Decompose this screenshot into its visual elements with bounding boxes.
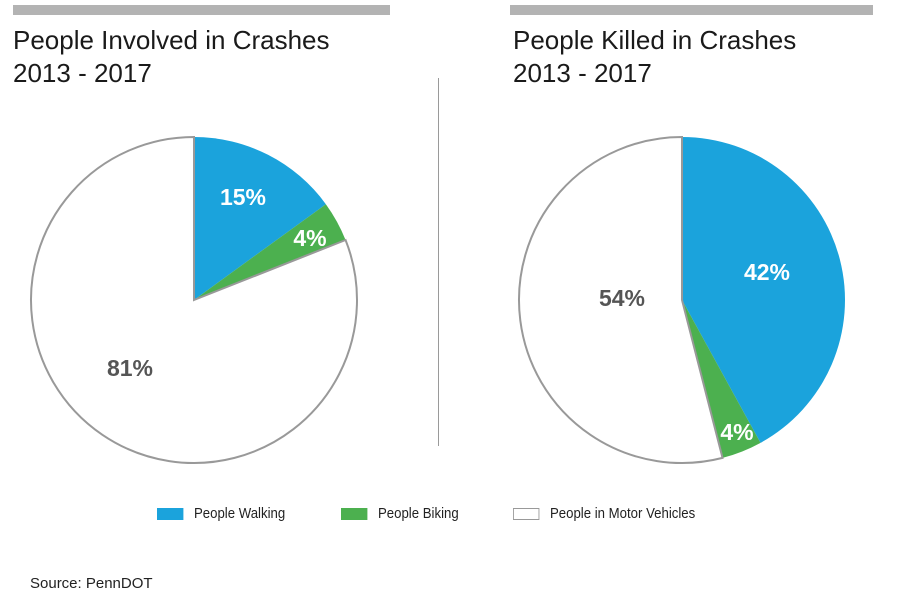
- source-note: Source: PennDOT: [30, 575, 153, 592]
- data-label: 15%: [220, 184, 266, 210]
- legend-swatch-motor: [513, 507, 540, 520]
- pie-slice-people-walking: [682, 137, 845, 443]
- legend-swatch-biking: [341, 507, 368, 520]
- left-title: People Involved in Crashes: [13, 25, 330, 55]
- right-header-bar: [510, 5, 873, 15]
- data-label: 42%: [744, 259, 790, 285]
- legend-item-motor: People in Motor Vehicles: [513, 505, 695, 522]
- left-header-bar: [13, 5, 390, 15]
- legend-label: People Biking: [377, 505, 459, 522]
- legend-label: People Walking: [193, 505, 286, 522]
- pie-slice-people-in-motor-vehicles: [30, 135, 358, 464]
- pie-slice-people-in-motor-vehicles: [518, 135, 724, 464]
- data-label: 81%: [107, 355, 153, 381]
- data-label: 4%: [293, 225, 326, 251]
- data-label: 4%: [720, 419, 753, 445]
- divider: [438, 78, 439, 446]
- pie-slice-people-walking: [194, 137, 326, 300]
- right-title: People Killed in Crashes: [513, 25, 797, 55]
- right-chart-title: People Killed in Crashes 2013 - 2017: [513, 24, 796, 90]
- legend-swatch-walking: [157, 507, 184, 520]
- pie-slice-people-biking: [682, 300, 761, 458]
- legend-item-biking: People Biking: [341, 505, 459, 522]
- legend-label: People in Motor Vehicles: [549, 505, 696, 522]
- left-chart-title: People Involved in Crashes 2013 - 2017: [13, 24, 330, 90]
- pie-slice-people-biking: [194, 204, 346, 300]
- legend-item-walking: People Walking: [157, 505, 285, 522]
- left-subtitle: 2013 - 2017: [13, 58, 152, 88]
- right-subtitle: 2013 - 2017: [513, 58, 652, 88]
- data-label: 54%: [599, 285, 645, 311]
